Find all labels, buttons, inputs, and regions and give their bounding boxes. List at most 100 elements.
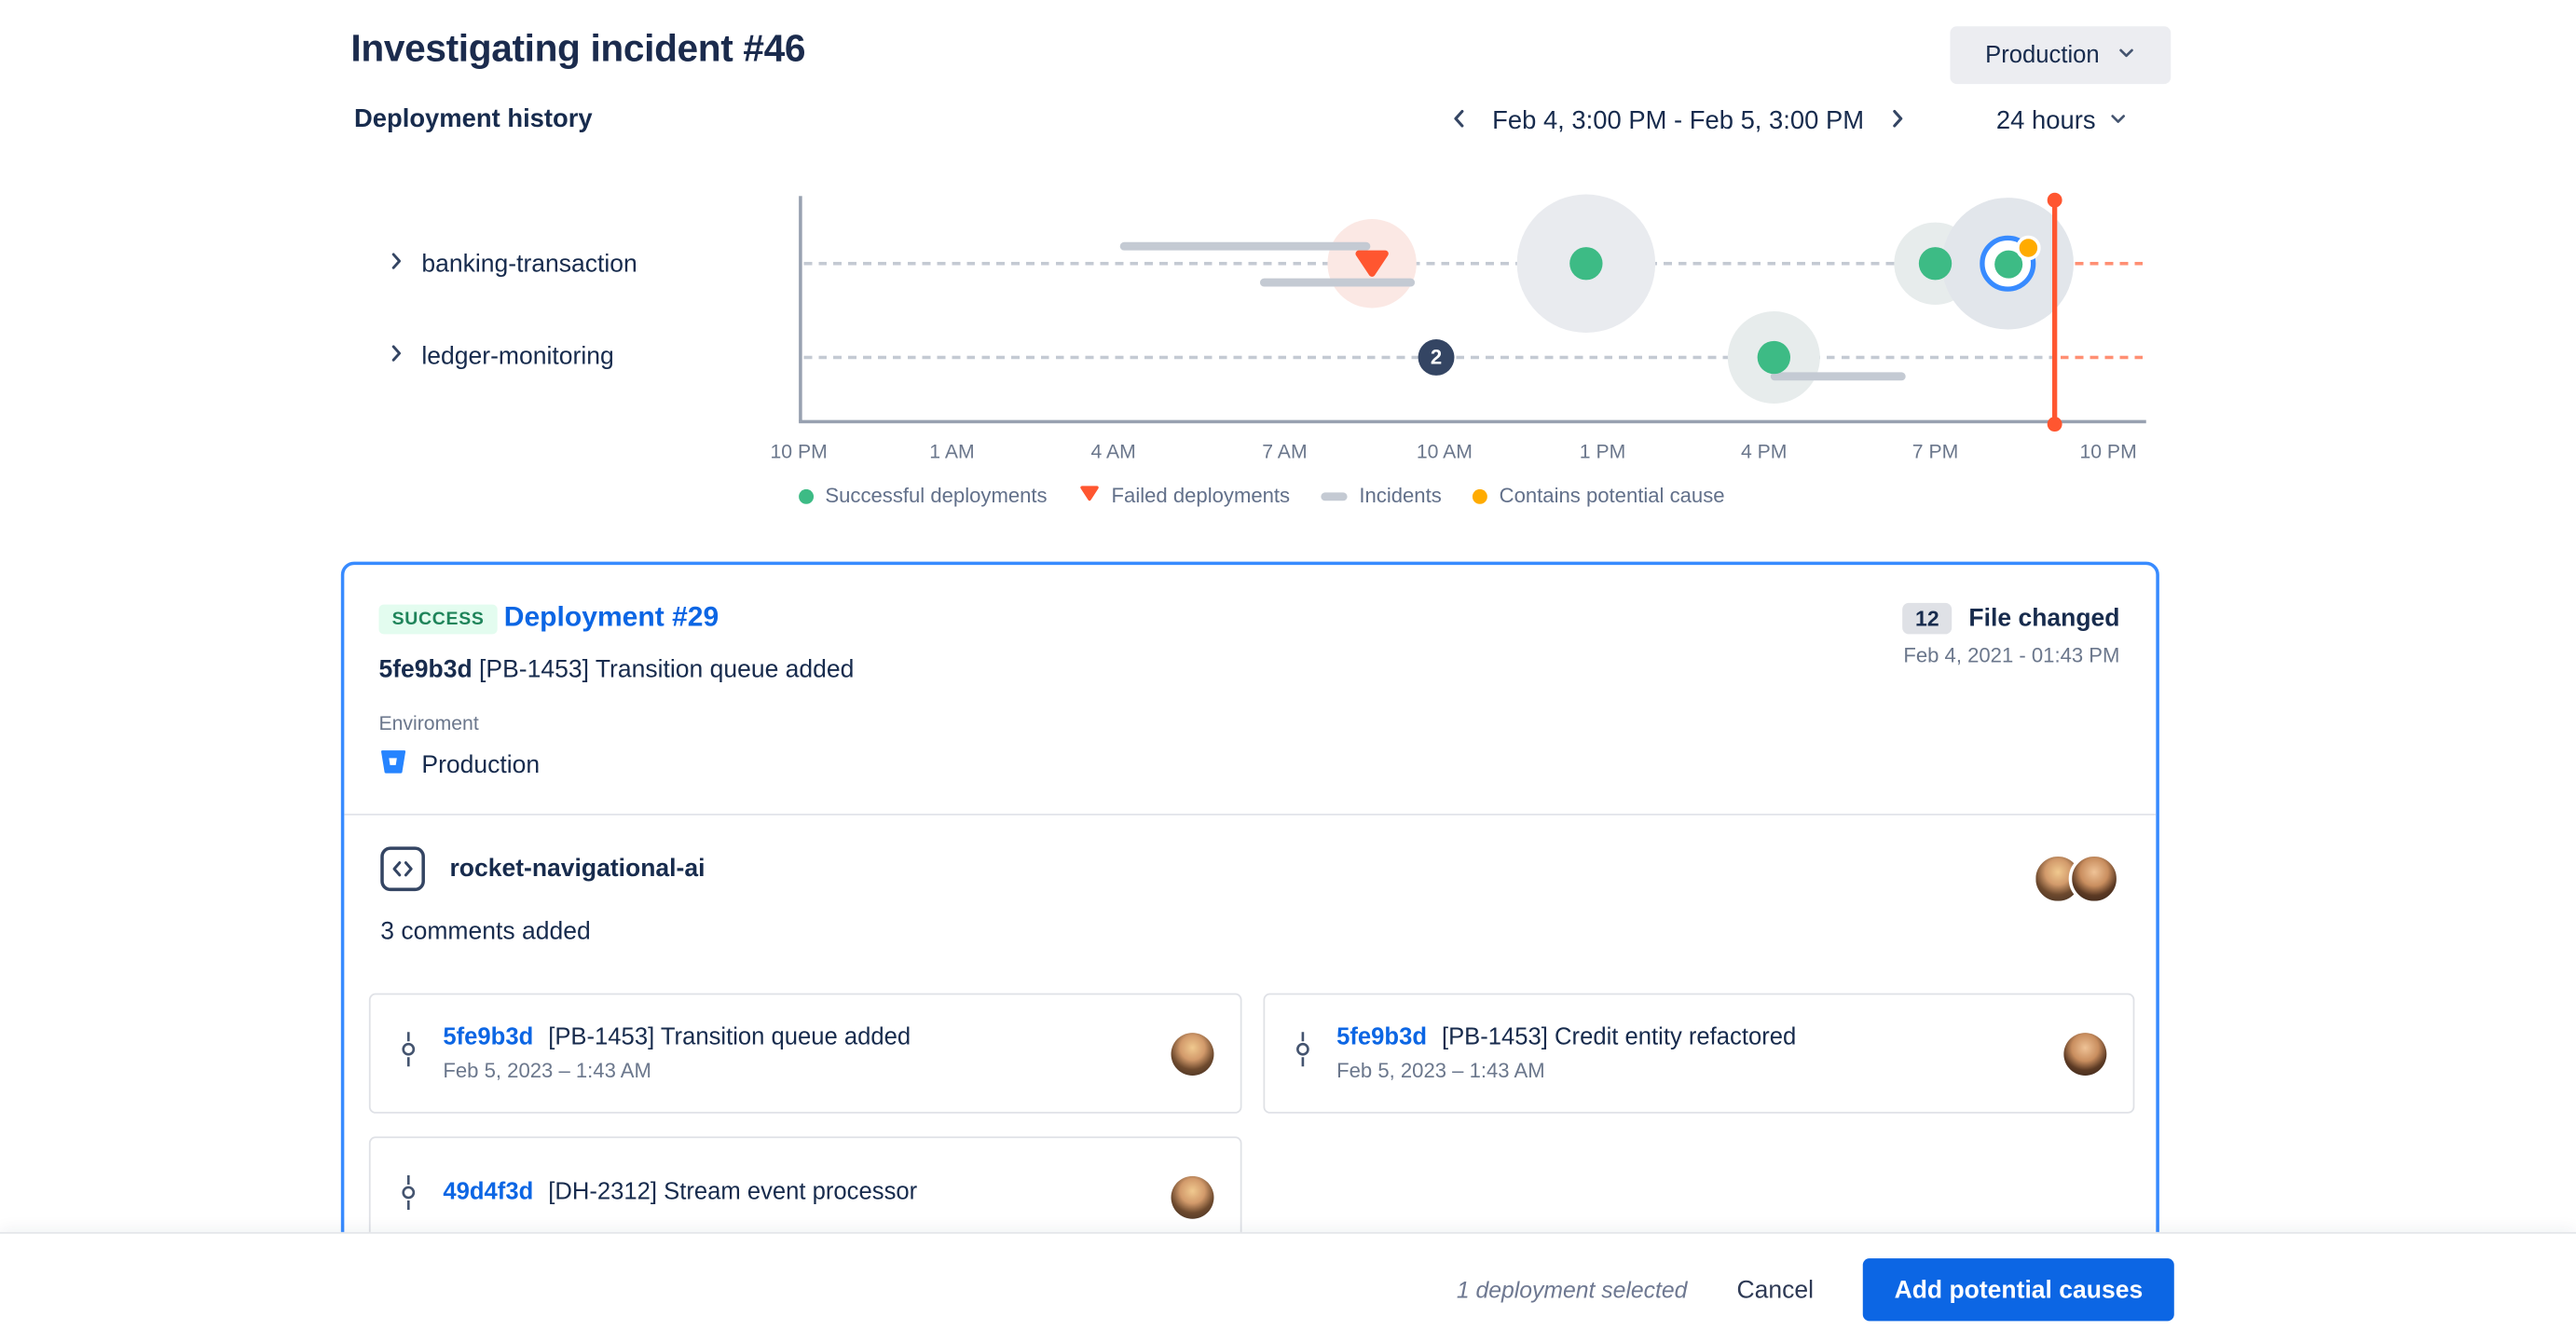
axis-tick: 7 PM — [1911, 439, 1959, 463]
success-deployment-marker[interactable] — [1569, 247, 1603, 281]
chevron-right-icon — [1885, 106, 1909, 138]
time-window-label: 24 hours — [1995, 106, 2096, 135]
legend-label: Incidents — [1359, 484, 1442, 508]
deployment-commit-summary: 5fe9b3d [PB-1453] Transition queue added — [378, 655, 854, 683]
axis-tick: 10 PM — [2079, 439, 2137, 463]
commit-hash-link[interactable]: 49d4f3d — [443, 1179, 534, 1206]
axis-tick: 7 AM — [1262, 439, 1308, 463]
environment-dropdown[interactable]: Production — [1950, 26, 2172, 85]
date-range-navigator: Feb 4, 3:00 PM - Feb 5, 3:00 PM — [1446, 101, 1911, 144]
avatar — [1170, 1174, 1213, 1218]
chevron-down-icon — [2109, 107, 2129, 137]
chevron-left-icon — [1447, 106, 1471, 138]
time-window-dropdown[interactable]: 24 hours — [1996, 101, 2129, 144]
chevron-right-icon — [386, 342, 407, 370]
commit-card[interactable]: 5fe9b3d [PB-1453] Credit entity refactor… — [1262, 993, 2135, 1114]
current-time-line-top-dot — [2047, 192, 2062, 208]
commit-message: [PB-1453] Credit entity refactored — [1441, 1024, 1797, 1051]
commit-icon — [397, 1173, 420, 1220]
avatar — [2068, 853, 2120, 905]
date-range-label: Feb 4, 3:00 PM - Feb 5, 3:00 PM — [1492, 106, 1865, 135]
selected-deployment-marker[interactable] — [1980, 235, 2036, 292]
files-changed-count-badge: 12 — [1901, 602, 1953, 635]
legend-label: Failed deployments — [1111, 484, 1291, 508]
section-title: Deployment history — [353, 105, 593, 134]
cause-legend-dot-icon — [1473, 487, 1488, 503]
row-gridline-future — [2060, 355, 2144, 360]
legend-item-failed: Failed deployments — [1078, 484, 1291, 508]
page-title: Investigating incident #46 — [350, 26, 806, 70]
files-changed-row: 12 File changed — [1901, 602, 2119, 635]
axis-tick: 4 PM — [1740, 439, 1788, 463]
legend-item-potential-cause: Contains potential cause — [1473, 484, 1725, 508]
deployment-title-link[interactable]: Deployment #29 — [503, 601, 719, 633]
commit-hash: 5fe9b3d — [378, 655, 473, 684]
incident-bar[interactable] — [1119, 241, 1371, 251]
timeline-row-label: banking-transaction — [421, 249, 637, 278]
axis-tick: 10 AM — [1416, 439, 1473, 463]
commit-hash-link[interactable]: 5fe9b3d — [1336, 1024, 1427, 1051]
commit-title: 49d4f3d [DH-2312] Stream event processor — [443, 1179, 917, 1205]
avatar — [2063, 1032, 2107, 1076]
potential-cause-dot — [2016, 235, 2041, 261]
y-axis-line — [799, 196, 802, 422]
commit-card[interactable]: 5fe9b3d [PB-1453] Transition queue added… — [368, 993, 1241, 1114]
deployment-timestamp: Feb 4, 2021 - 01:43 PM — [1903, 643, 2120, 667]
avatar — [1170, 1032, 1213, 1076]
row-gridline-future — [2060, 261, 2144, 266]
deployment-card[interactable]: SUCCESS Deployment #29 5fe9b3d [PB-1453]… — [340, 561, 2159, 1303]
action-footer: 1 deployment selected Cancel Add potenti… — [0, 1231, 2576, 1344]
timeline-row-toggle-banking-transaction[interactable]: banking-transaction — [386, 242, 637, 285]
axis-tick: 1 AM — [929, 439, 975, 463]
chevron-down-icon — [2116, 42, 2135, 68]
failed-legend-triangle-icon — [1078, 485, 1100, 508]
code-icon — [380, 846, 425, 892]
commit-title: 5fe9b3d [PB-1453] Transition queue added — [443, 1024, 911, 1050]
failed-deployment-marker[interactable] — [1350, 245, 1393, 290]
bitbucket-icon — [378, 747, 406, 782]
legend-label: Successful deployments — [825, 484, 1048, 508]
previous-range-button[interactable] — [1446, 109, 1473, 135]
add-potential-causes-button[interactable]: Add potential causes — [1862, 1258, 2174, 1322]
timeline-row-toggle-ledger-monitoring[interactable]: ledger-monitoring — [386, 335, 614, 377]
incident-bar[interactable] — [1259, 278, 1416, 287]
incident-bar[interactable] — [1770, 372, 1906, 381]
environment-value-row: Production — [378, 747, 540, 782]
timeline-row-label: ledger-monitoring — [421, 341, 614, 370]
commit-icon — [397, 1030, 420, 1077]
current-time-line-bottom-dot — [2047, 417, 2062, 432]
repository-row: rocket-navigational-ai — [380, 846, 706, 892]
environment-value: Production — [421, 750, 541, 779]
timeline-legend: Successful deployments Failed deployment… — [799, 484, 1725, 508]
axis-tick: 10 PM — [770, 439, 828, 463]
grouped-deployments-badge[interactable]: 2 — [1418, 339, 1455, 376]
commit-message: [PB-1453] Transition queue added — [479, 655, 855, 684]
environment-dropdown-label: Production — [1985, 42, 2100, 69]
legend-item-success: Successful deployments — [799, 484, 1048, 508]
success-deployment-marker[interactable] — [1757, 340, 1791, 375]
commit-list: 5fe9b3d [PB-1453] Transition queue added… — [368, 993, 2135, 1257]
legend-label: Contains potential cause — [1499, 484, 1725, 508]
incident-legend-bar-icon — [1321, 491, 1348, 501]
axis-tick: 1 PM — [1579, 439, 1626, 463]
chevron-right-icon — [386, 250, 407, 278]
commit-hash-link[interactable]: 5fe9b3d — [443, 1024, 534, 1051]
commit-message: [DH-2312] Stream event processor — [548, 1179, 918, 1206]
commit-icon — [1291, 1030, 1314, 1077]
current-time-line — [2052, 199, 2058, 427]
selection-status: 1 deployment selected — [1456, 1276, 1688, 1303]
status-badge: SUCCESS — [378, 604, 498, 635]
commit-date: Feb 5, 2023 – 1:43 AM — [443, 1059, 651, 1083]
environment-label: Enviroment — [378, 711, 479, 735]
next-range-button[interactable] — [1884, 109, 1910, 135]
cancel-button[interactable]: Cancel — [1736, 1275, 1814, 1304]
commit-message: [PB-1453] Transition queue added — [548, 1024, 911, 1051]
axis-tick: 4 AM — [1090, 439, 1136, 463]
success-deployment-marker[interactable] — [1918, 247, 1953, 281]
contributor-avatars — [2032, 853, 2120, 905]
success-legend-dot-icon — [799, 487, 815, 503]
repository-name: rocket-navigational-ai — [449, 855, 706, 884]
comments-summary: 3 comments added — [380, 917, 591, 946]
